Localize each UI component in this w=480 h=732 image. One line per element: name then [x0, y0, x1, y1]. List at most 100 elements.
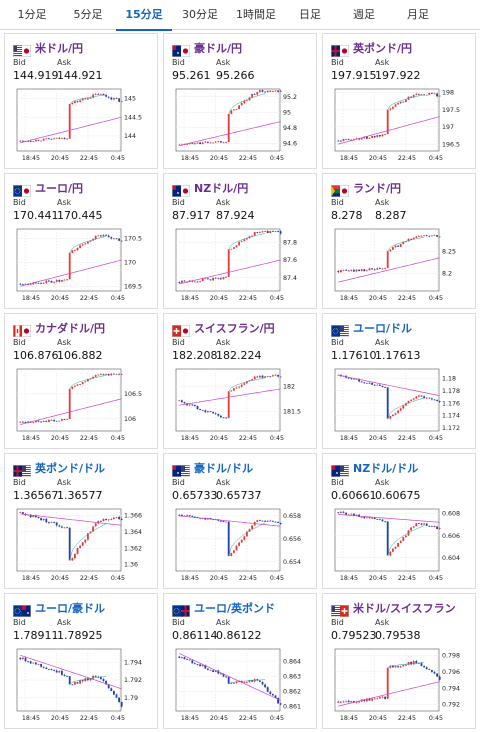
price-chart[interactable]: 95.2 95 94.8 94.6 18:45 20:45 22:45 0:45 — [164, 84, 318, 168]
candle — [391, 548, 394, 552]
tab-30min[interactable]: 30分足 — [182, 8, 218, 21]
tab-1min[interactable]: 1分足 — [17, 8, 47, 21]
eu-us-flag-icon — [331, 322, 349, 337]
x-tick-label: 0:45 — [111, 575, 125, 582]
candle — [37, 420, 40, 422]
candle — [55, 137, 58, 139]
candle — [92, 526, 95, 532]
candle — [188, 143, 191, 145]
candle — [107, 519, 110, 521]
candle — [350, 269, 353, 271]
pair-name[interactable]: スイスフラン/円 — [194, 322, 275, 335]
tab-daily[interactable]: 日足 — [299, 8, 321, 21]
quote-card[interactable]: 米ドル/スイスフラン Bid Ask 0.79523 0.79538 0.798… — [322, 593, 476, 729]
candle — [94, 235, 97, 240]
price-chart[interactable]: 1.366 1.364 1.362 1.36 18:45 20:45 22:45 0:45 — [5, 504, 159, 588]
candle — [258, 680, 261, 682]
pair-name[interactable]: ユーロ/ドル — [353, 322, 413, 335]
pair-name[interactable]: NZドル/円 — [194, 182, 249, 195]
candle — [269, 376, 272, 378]
candle — [19, 657, 22, 660]
bid-label: Bid — [13, 58, 26, 67]
quote-card[interactable]: ランド/円 Bid Ask 8.278 8.287 8.25 8.2 18:45 20… — [322, 173, 476, 309]
candle — [256, 679, 259, 681]
quote-card[interactable]: 豪ドル/ドル Bid Ask 0.65733 0.65737 0.658 0.65… — [163, 453, 317, 589]
candle — [373, 517, 376, 520]
tab-1hour[interactable]: 1時間足 — [236, 8, 276, 21]
price-chart[interactable]: 198 197.5 197 196.5 18:45 20:45 22:45 0:45 — [323, 84, 477, 168]
price-chart[interactable]: 0.798 0.796 0.794 0.792 18:45 20:45 22:45 0:45 — [323, 644, 477, 728]
candle — [66, 419, 69, 420]
quote-card[interactable]: 米ドル/円 Bid Ask 144.919 144.921 145 144.5 14… — [4, 33, 158, 169]
x-tick-label: 0:45 — [111, 435, 125, 442]
quote-card[interactable]: NZドル/円 Bid Ask 87.917 87.924 87.8 87.6 87.… — [163, 173, 317, 309]
quote-card[interactable]: 豪ドル/円 Bid Ask 95.261 95.266 95.2 95 94.8 94… — [163, 33, 317, 169]
pair-name[interactable]: ユーロ/豪ドル — [35, 602, 106, 615]
trend-line — [387, 94, 425, 110]
pair-name[interactable]: 英ポンド/ドル — [35, 462, 106, 475]
candle — [110, 688, 113, 691]
candle — [368, 137, 371, 139]
quote-card[interactable]: ユーロ/円 Bid Ask 170.441 170.445 170.5 170 16… — [4, 173, 158, 309]
pair-name[interactable]: カナダドル/円 — [35, 322, 106, 335]
quote-card[interactable]: 英ポンド/ドル Bid Ask 1.36567 1.36577 1.366 1.3… — [4, 453, 158, 589]
candle — [420, 663, 423, 666]
candle — [415, 93, 418, 95]
y-tick-label: 0.863 — [283, 673, 301, 680]
candle — [227, 676, 230, 684]
candle — [81, 382, 84, 385]
candle — [417, 523, 420, 524]
price-chart[interactable]: 170.5 170 169.5 18:45 20:45 22:45 0:45 — [5, 224, 159, 308]
price-chart[interactable]: 145 144.5 144 18:45 20:45 22:45 0:45 — [5, 84, 159, 168]
quote-card[interactable]: NZドル/ドル Bid Ask 0.60661 0.60675 0.608 0.6… — [322, 453, 476, 589]
candle — [378, 697, 381, 699]
quote-card[interactable]: ユーロ/ドル Bid Ask 1.17610 1.17613 1.18 1.178… — [322, 313, 476, 449]
candle — [412, 398, 415, 400]
candle — [29, 514, 32, 518]
x-tick-label: 22:45 — [398, 155, 416, 162]
tab-5min[interactable]: 5分足 — [73, 8, 103, 21]
tab-monthly[interactable]: 月足 — [407, 8, 429, 21]
pair-name[interactable]: ユーロ/円 — [35, 182, 84, 195]
price-chart[interactable]: 106.5 106 18:45 20:45 22:45 0:45 — [5, 364, 159, 448]
x-tick-label: 20:45 — [51, 435, 69, 442]
price-chart[interactable]: 1.794 1.792 1.79 18:45 20:45 22:45 0:45 — [5, 644, 159, 728]
gb-jp-flag-icon — [331, 42, 349, 57]
price-chart[interactable]: 0.658 0.656 0.654 18:45 20:45 22:45 0:45 — [164, 504, 318, 588]
pair-name[interactable]: NZドル/ドル — [353, 462, 419, 475]
quote-card[interactable]: ユーロ/英ポンド Bid Ask 0.86114 0.86122 0.864 0.… — [163, 593, 317, 729]
pair-name[interactable]: 豪ドル/円 — [194, 42, 243, 55]
x-tick-label: 0:45 — [270, 155, 284, 162]
quote-card[interactable]: 英ポンド/円 Bid Ask 197.915 197.922 198 197.5 1… — [322, 33, 476, 169]
pair-name[interactable]: ユーロ/英ポンド — [194, 602, 276, 615]
candle — [417, 235, 420, 237]
quote-card[interactable]: ユーロ/豪ドル Bid Ask 1.78911 1.78925 1.794 1.7… — [4, 593, 158, 729]
candle — [230, 248, 233, 250]
tab-15min[interactable]: 15分足 — [116, 0, 172, 31]
price-chart[interactable]: 8.25 8.2 18:45 20:45 22:45 0:45 — [323, 224, 477, 308]
tab-weekly[interactable]: 週足 — [353, 8, 375, 21]
price-chart[interactable]: 182 181.5 18:45 20:45 22:45 0:45 — [164, 364, 318, 448]
candle — [183, 402, 186, 404]
moving-average-line — [20, 513, 122, 526]
candle — [47, 138, 50, 140]
pair-name[interactable]: ランド/円 — [353, 182, 402, 195]
candle — [417, 395, 420, 397]
quote-card[interactable]: カナダドル/円 Bid Ask 106.876 106.882 106.5 106… — [4, 313, 158, 449]
price-chart[interactable]: 87.8 87.6 87.4 18:45 20:45 22:45 0:45 — [164, 224, 318, 308]
candle — [24, 657, 27, 662]
quote-card[interactable]: スイスフラン/円 Bid Ask 182.208 182.224 182 181.… — [163, 313, 317, 449]
candle — [206, 668, 209, 670]
price-chart[interactable]: 0.864 0.863 0.862 0.861 18:45 20:45 22:45 0:45 — [164, 644, 318, 728]
y-tick-label: 145 — [124, 96, 136, 103]
price-chart[interactable]: 0.608 0.606 0.604 18:45 20:45 22:45 0:45 — [323, 504, 477, 588]
y-tick-label: 1.172 — [442, 425, 460, 432]
pair-name[interactable]: 豪ドル/ドル — [194, 462, 254, 475]
pair-name[interactable]: 米ドル/円 — [35, 42, 84, 55]
price-chart[interactable]: 1.18 1.178 1.176 1.174 1.172 18:45 20:45 22:45 0… — [323, 364, 477, 448]
pair-name[interactable]: 米ドル/スイスフラン — [353, 602, 456, 615]
candle — [68, 676, 71, 685]
candle — [230, 390, 233, 392]
pair-name[interactable]: 英ポンド/円 — [353, 42, 413, 55]
candle — [50, 280, 53, 283]
